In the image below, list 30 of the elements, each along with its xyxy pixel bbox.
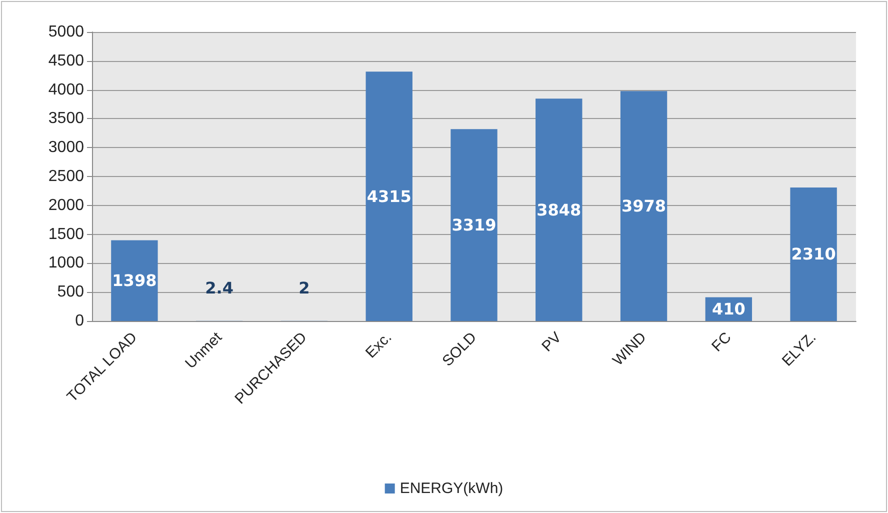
y-tick-label: 4000 (48, 81, 84, 98)
data-label: 3319 (452, 216, 496, 235)
y-tick-label: 3500 (48, 110, 84, 128)
x-tick-label: PV (538, 328, 565, 356)
bar (111, 240, 158, 321)
y-tick-label: 2500 (48, 168, 84, 185)
data-label: 2 (298, 278, 310, 298)
y-tick-label: 3000 (48, 139, 84, 156)
bar (366, 72, 412, 321)
bar (450, 129, 498, 321)
data-label: 2.4 (205, 278, 234, 298)
data-label: 3848 (536, 200, 582, 220)
y-tick-label: 5000 (48, 24, 84, 40)
data-label: 4315 (366, 186, 412, 206)
data-label: 410 (712, 300, 746, 319)
y-tick-label: 2000 (48, 196, 84, 214)
y-tick-label: 1000 (48, 254, 84, 272)
data-label: 1398 (112, 271, 157, 290)
data-label: 3978 (622, 196, 666, 216)
y-tick-label: 500 (57, 284, 84, 301)
x-tick-label: Exc. (362, 328, 396, 362)
x-tick-label: FC (708, 328, 735, 356)
data-label: 2310 (791, 244, 836, 264)
y-tick-label: 4500 (48, 52, 84, 70)
bar (620, 91, 668, 321)
y-tick-label: 0 (75, 312, 84, 330)
bar (790, 187, 837, 321)
legend-label: ENERGY(kWh) (400, 480, 504, 497)
bar (536, 98, 582, 321)
y-tick-label: 1500 (48, 226, 84, 243)
